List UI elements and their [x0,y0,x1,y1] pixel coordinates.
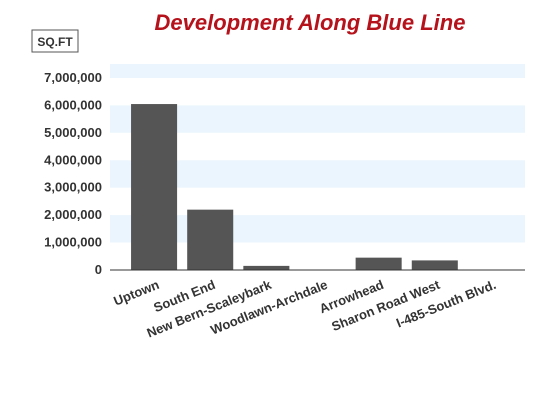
grid-band [110,105,525,133]
grid-band [110,78,525,106]
y-tick-label: 4,000,000 [44,152,102,167]
bar [411,260,458,270]
grid-band [110,187,525,216]
grid-band [110,132,525,161]
y-tick-label: 6,000,000 [44,97,102,112]
bar [243,265,290,270]
y-unit-frame [31,29,79,53]
grid-band [110,64,525,78]
bar-series [131,104,458,270]
plot-background [110,64,525,270]
y-unit-box: SQ.FT [31,29,79,53]
y-tick-label: 7,000,000 [44,70,102,85]
grid-band [110,160,525,188]
y-tick-label: 3,000,000 [44,180,102,195]
grid-band [110,215,525,243]
y-tick-label: 5,000,000 [44,125,102,140]
y-tick-label: 2,000,000 [44,207,102,222]
bar [355,257,402,270]
bar [187,209,234,270]
y-axis: 0 1,000,000 2,000,000 3,000,000 4,000,000 5,0… [44,70,102,277]
y-tick-label: 1,000,000 [44,235,102,250]
chart-title: Development Along Blue Line [155,10,466,35]
y-tick-label: 0 [95,262,102,277]
bar [131,104,178,270]
y-axis-unit: SQ.FT [37,35,73,49]
